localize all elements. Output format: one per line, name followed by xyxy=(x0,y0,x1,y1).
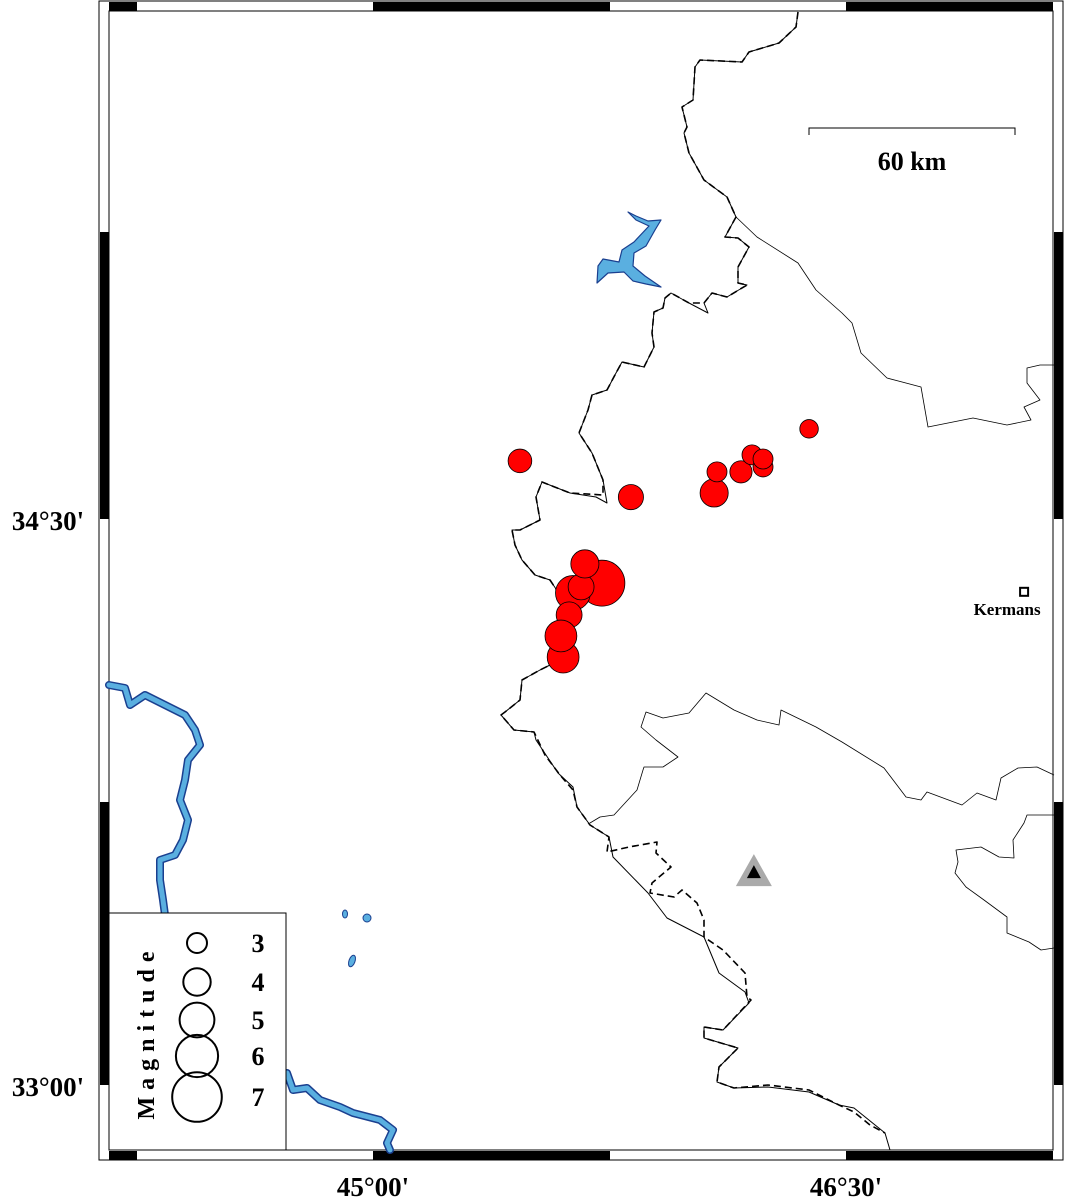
lon-label-left: 45°00' xyxy=(337,1172,409,1199)
lake-small xyxy=(362,913,372,923)
province-boundary xyxy=(954,814,1055,951)
earthquake-event-2[interactable] xyxy=(617,484,644,511)
province-boundary xyxy=(735,216,1054,428)
lake-north xyxy=(596,211,662,288)
legend-circle-icon xyxy=(171,1071,223,1123)
legend-title: Magnitude xyxy=(134,944,160,1119)
legend-label: 7 xyxy=(252,1083,265,1112)
earthquake-event-3[interactable] xyxy=(699,478,729,508)
earthquake-event-4[interactable] xyxy=(706,461,728,483)
water-bodies xyxy=(105,211,662,1154)
city-marker[interactable]: Kermans xyxy=(974,586,1041,619)
legend-label: 4 xyxy=(252,968,265,997)
scale-bar: 60 km xyxy=(808,127,1016,176)
lat-label-bottom: 33°00' xyxy=(12,1072,84,1102)
legend-label: 3 xyxy=(252,929,265,958)
city-label: Kermans xyxy=(974,600,1041,619)
lon-label-right: 46°30' xyxy=(810,1172,882,1199)
legend-circle-icon xyxy=(182,967,212,997)
legend: Magnitude 3 4 5 6 7 xyxy=(108,912,287,1151)
earthquake-events xyxy=(507,419,819,674)
earthquake-event-5[interactable] xyxy=(729,460,753,484)
province-boundary xyxy=(589,692,1055,824)
lake-small xyxy=(342,909,348,919)
lake-small xyxy=(348,954,356,968)
legend-circle-icon xyxy=(186,932,208,954)
lat-label-top: 34°30' xyxy=(12,506,84,536)
boundaries xyxy=(500,11,1055,1151)
station-marker[interactable] xyxy=(735,854,772,887)
earthquake-event-9[interactable] xyxy=(799,419,819,439)
legend-circle-icon xyxy=(178,1001,216,1039)
earthquake-event-12[interactable] xyxy=(570,549,600,579)
station-triangle-inner-icon xyxy=(746,865,761,879)
disputed-border-dashed xyxy=(500,11,886,1134)
earthquake-event-1[interactable] xyxy=(507,448,533,474)
legend-label: 5 xyxy=(252,1006,265,1035)
scale-bar-label: 60 km xyxy=(878,147,947,176)
earthquake-event-8[interactable] xyxy=(752,448,774,470)
city-square-icon xyxy=(1019,586,1030,597)
axis-labels: 34°30' 33°00' 45°00' 46°30' xyxy=(12,506,882,1199)
legend-label: 6 xyxy=(252,1042,265,1071)
earthquake-event-15[interactable] xyxy=(544,619,578,653)
legend-circle-icon xyxy=(174,1033,220,1079)
